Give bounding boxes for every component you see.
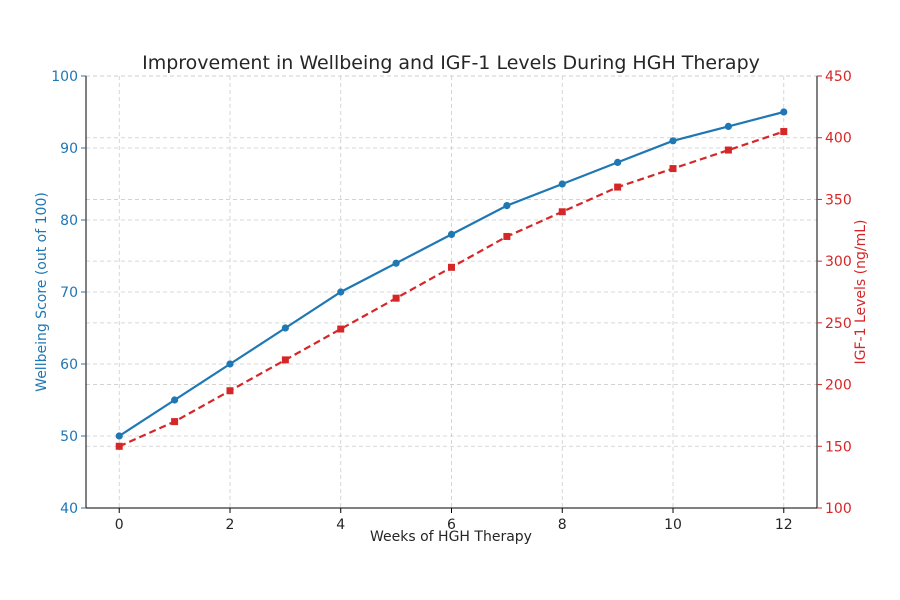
x-tick-label: 2 (226, 517, 235, 533)
y-axis-left-label: Wellbeing Score (out of 100) (34, 192, 50, 392)
x-tick-label: 6 (447, 517, 456, 533)
series-1-point (669, 165, 677, 173)
x-tick-label: 10 (664, 517, 682, 533)
x-tick-label: 12 (775, 517, 793, 533)
y-right-tick-label: 300 (825, 254, 852, 270)
y-left-tick-label: 70 (60, 285, 78, 301)
series-1-point (337, 325, 345, 333)
series-layer (115, 108, 788, 450)
x-axis-label: Weeks of HGH Therapy (370, 529, 532, 545)
series-0-point (614, 158, 622, 166)
y-left-tick-label: 60 (60, 357, 78, 373)
y-left-tick-label: 80 (60, 213, 78, 229)
y-right-tick-label: 400 (825, 131, 852, 147)
grid (86, 75, 817, 509)
y-left-tick-label: 90 (60, 141, 78, 157)
series-1-point (614, 183, 622, 191)
series-0-point (558, 180, 566, 188)
series-1-point (503, 232, 511, 240)
series-0-point (669, 137, 677, 145)
series-1-point (281, 356, 289, 364)
y-right-tick-label: 350 (825, 192, 852, 208)
series-0-point (226, 360, 234, 368)
y-right-tick-label: 100 (825, 501, 852, 517)
y-axis-right-label: IGF-1 Levels (ng/mL) (853, 220, 869, 365)
x-tick-label: 8 (558, 517, 567, 533)
x-tick-label: 0 (115, 517, 124, 533)
series-0-point (337, 288, 345, 296)
series-0-point (503, 202, 511, 210)
series-1-point (392, 294, 400, 302)
series-1-point (448, 263, 455, 271)
series-1-point (226, 387, 234, 395)
x-tick-label: 4 (336, 517, 345, 533)
series-0-point (171, 396, 179, 404)
series-0-point (447, 230, 456, 238)
chart-title: Improvement in Wellbeing and IGF-1 Level… (142, 52, 760, 74)
y-left-tick-label: 100 (51, 69, 78, 85)
series-0-point (724, 122, 732, 130)
y-right-tick-label: 150 (825, 439, 852, 455)
series-0-point (115, 432, 123, 440)
series-0-point (281, 324, 289, 332)
y-right-tick-label: 200 (825, 378, 852, 394)
series-1-point (115, 442, 123, 450)
series-0-point (780, 108, 788, 116)
y-right-tick-label: 250 (825, 316, 852, 332)
series-0-point (392, 259, 400, 267)
y-right-tick-label: 450 (825, 69, 852, 85)
series-1-point (780, 128, 788, 136)
series-1-point (558, 208, 566, 216)
series-1-point (171, 418, 179, 426)
y-left-tick-label: 40 (60, 501, 78, 517)
series-1-point (724, 146, 732, 154)
ticks: 0 2 4 6 8 10 12 40 50 60 70 80 90 100 100 150 200 250 300 3… (51, 69, 851, 533)
y-left-tick-label: 50 (60, 429, 78, 445)
